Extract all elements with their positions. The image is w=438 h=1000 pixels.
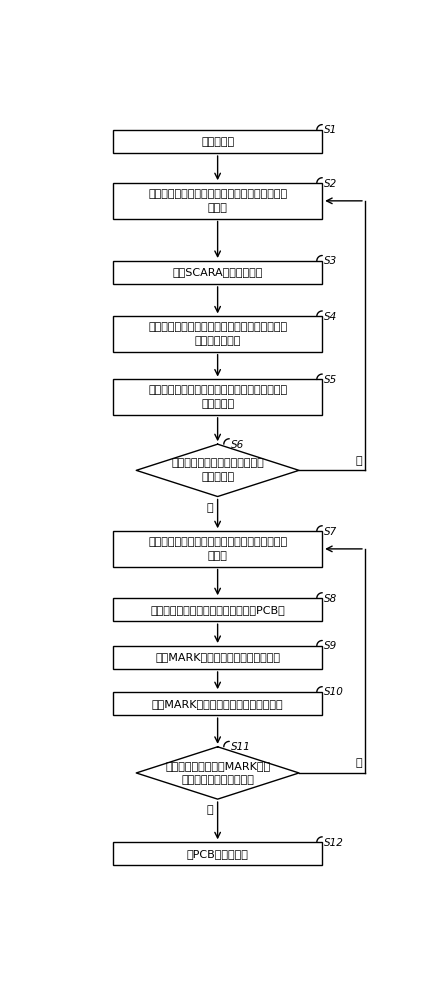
Bar — [113, 646, 321, 669]
Polygon shape — [136, 444, 298, 497]
Text: S2: S2 — [323, 179, 336, 189]
Bar — [113, 598, 321, 621]
Text: 对PCB板进行定位: 对PCB板进行定位 — [186, 849, 248, 859]
Bar — [113, 261, 321, 284]
Bar — [113, 316, 321, 352]
Text: 移动SCARA机器人的手臂: 移动SCARA机器人的手臂 — [172, 267, 262, 277]
Bar — [113, 531, 321, 567]
Bar — [113, 842, 321, 865]
Text: S1: S1 — [323, 125, 336, 135]
Text: 对摄像机的内部参数进行标定得到摄像机内部参
数矩阵: 对摄像机的内部参数进行标定得到摄像机内部参 数矩阵 — [148, 189, 286, 213]
Text: 将机器人手臂移回到起始位置，拍摄PCB板: 将机器人手臂移回到起始位置，拍摄PCB板 — [150, 605, 284, 615]
Text: 否: 否 — [354, 758, 361, 768]
Text: S10: S10 — [323, 687, 343, 697]
Text: 采集图像，计算出中介标靶坐标系在摄像机坐标
系中的位姿矩阵: 采集图像，计算出中介标靶坐标系在摄像机坐标 系中的位姿矩阵 — [148, 322, 286, 346]
Text: 计算摄像机坐标系到法兰盘中心坐标系的手眼变
换矩阵: 计算摄像机坐标系到法兰盘中心坐标系的手眼变 换矩阵 — [148, 537, 286, 561]
Text: S4: S4 — [323, 312, 336, 322]
Bar — [113, 183, 321, 219]
Text: S5: S5 — [323, 375, 336, 385]
Text: 安装摄像机: 安装摄像机 — [201, 137, 233, 147]
Text: S12: S12 — [323, 838, 343, 848]
Polygon shape — [136, 747, 298, 799]
Bar — [113, 130, 321, 153]
Text: 计算出法兰盘中心坐标系在机器人基准坐标系中
的位姿矩阵: 计算出法兰盘中心坐标系在机器人基准坐标系中 的位姿矩阵 — [148, 385, 286, 409]
Text: S7: S7 — [323, 527, 336, 537]
Text: S6: S6 — [230, 440, 244, 450]
Text: S11: S11 — [230, 742, 250, 752]
Text: 判断是否已求出三个MARK点在
机器人基准坐标系的坐标: 判断是否已求出三个MARK点在 机器人基准坐标系的坐标 — [165, 761, 269, 785]
Text: 否: 否 — [354, 456, 361, 466]
Text: 判断移动次数是否达到预设的移
动次数阈值: 判断移动次数是否达到预设的移 动次数阈值 — [171, 458, 263, 482]
Text: 是: 是 — [206, 805, 213, 815]
Text: 计算MARK点在机器人基准坐标系的坐标: 计算MARK点在机器人基准坐标系的坐标 — [152, 699, 283, 709]
Bar — [113, 692, 321, 715]
Bar — [113, 379, 321, 415]
Text: S3: S3 — [323, 256, 336, 266]
Text: 计算MARK点在摄像机坐标系中的坐标: 计算MARK点在摄像机坐标系中的坐标 — [155, 652, 279, 662]
Text: S9: S9 — [323, 641, 336, 651]
Text: 是: 是 — [206, 503, 213, 513]
Text: S8: S8 — [323, 594, 336, 604]
